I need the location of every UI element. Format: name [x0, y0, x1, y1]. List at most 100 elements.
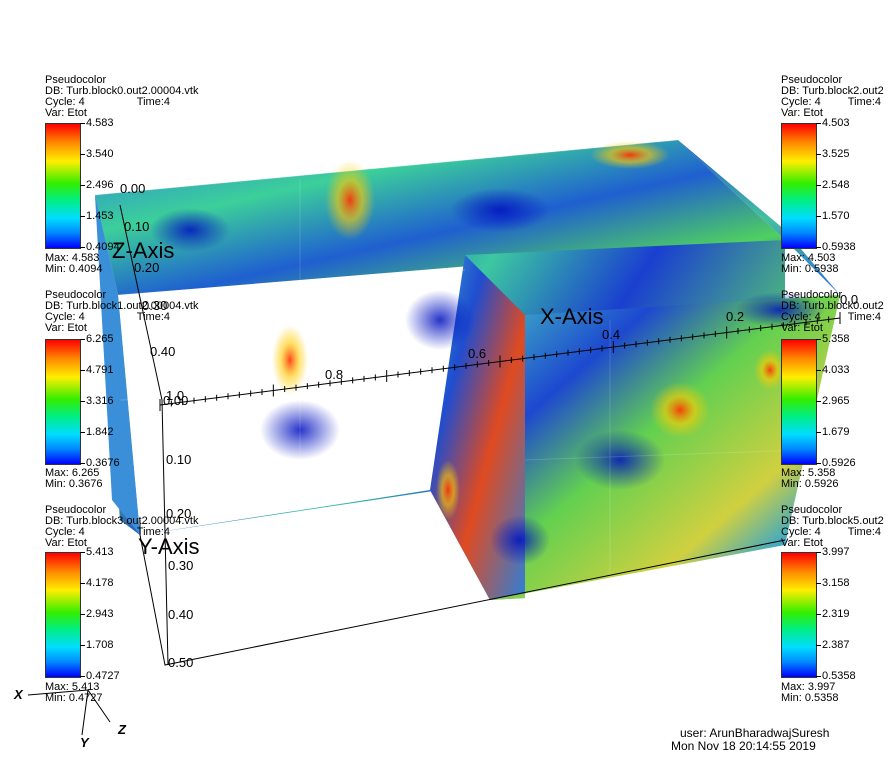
legend-var: Var: Etot: [45, 322, 87, 334]
colorbar-tick: 5.413: [80, 546, 114, 558]
legend-plot-type: Pseudocolor: [781, 74, 843, 86]
colorbar-tick: 5.358: [816, 333, 850, 345]
colorbar-tick: 1.453: [80, 210, 114, 222]
x-axis-title: X-Axis: [540, 304, 604, 329]
legend-block0b: Pseudocolor DB: Turb.block0.out2 Cycle: …: [781, 290, 889, 334]
legend-cycle: Cycle: 4: [45, 96, 85, 108]
legend-plot-type: Pseudocolor: [45, 289, 107, 301]
colorbar-tick: 4.178: [80, 577, 114, 589]
legend-max: Max: 5.413: [45, 681, 100, 693]
legend-block2: Pseudocolor DB: Turb.block2.out2 Cycle: …: [781, 75, 889, 119]
legend-cycle: Cycle: 4: [45, 311, 85, 323]
z-axis-line: [119, 204, 163, 401]
legend-plot-type: Pseudocolor: [781, 504, 843, 516]
colorbar-tick: 4.503: [816, 117, 850, 129]
colorbar-tick: 3.158: [816, 577, 850, 589]
colorbar-block3: [45, 552, 81, 678]
legend-min: Min: 0.4727: [45, 692, 103, 704]
colorbar-tick: 3.316: [80, 395, 114, 407]
legend-db: DB: Turb.block0.out2: [781, 300, 884, 312]
legend-block0: Pseudocolor DB: Turb.block0.out2.00004.v…: [45, 75, 215, 119]
legend-cycle: Cycle: 4: [781, 526, 821, 538]
colorbar-tick: 2.548: [816, 179, 850, 191]
volume-left-face: [95, 195, 140, 535]
x-tick: 0.2: [726, 309, 745, 324]
legend-time: Time:4: [136, 311, 170, 323]
colorbar-tick: 2.965: [816, 395, 850, 407]
legend-db: DB: Turb.block5.out2: [781, 515, 884, 527]
legend-block1: Pseudocolor DB: Turb.block1.out2.00004.v…: [45, 290, 215, 334]
triad-y-label: Y: [80, 735, 89, 750]
legend-db: DB: Turb.block1.out2.00004.vtk: [45, 300, 199, 312]
volume-top-face: [95, 140, 785, 295]
legend-min: Min: 0.5938: [781, 263, 839, 275]
y-axis-line: [161, 399, 169, 666]
legend-time: Time:4: [847, 96, 881, 108]
legend-var: Var: Etot: [781, 107, 823, 119]
colorbar-block0: [45, 123, 81, 249]
legend-db: DB: Turb.block0.out2.00004.vtk: [45, 85, 199, 97]
legend-max: Max: 5.358: [781, 467, 836, 479]
x-tick: 0.8: [325, 367, 344, 382]
z-tick: 0.30: [142, 298, 168, 313]
colorbar-tick: 3.997: [816, 546, 850, 558]
y-tick: 0.00: [163, 393, 189, 408]
colorbar-tick: 0.4094: [80, 241, 120, 253]
block-front-face: [490, 295, 840, 600]
legend-var: Var: Etot: [45, 107, 87, 119]
legend-plot-type: Pseudocolor: [781, 289, 843, 301]
legend-max: Max: 4.503: [781, 252, 836, 264]
triad-x-label: X: [14, 687, 23, 702]
datetime-label: Mon Nov 18 20:14:55 2019: [671, 739, 816, 753]
bounding-box: [139, 534, 786, 666]
user-label: user: ArunBharadwajSuresh: [680, 726, 830, 740]
colorbar-tick: 1.679: [816, 426, 850, 438]
colorbar-tick: 2.319: [816, 608, 850, 620]
y-tick: 0.50: [168, 655, 194, 670]
y-tick: 0.10: [166, 452, 192, 467]
legend-min: Min: 0.3676: [45, 478, 103, 490]
legend-cycle: Cycle: 4: [45, 526, 85, 538]
legend-cycle: Cycle: 4: [781, 311, 821, 323]
legend-max: Max: 6.265: [45, 467, 100, 479]
colorbar-tick: 0.5926: [816, 457, 856, 469]
legend-time: Time:4: [136, 96, 170, 108]
colorbar-tick: 0.3676: [80, 457, 120, 469]
orientation-triad: [27, 689, 111, 736]
legend-min: Min: 0.5926: [781, 478, 839, 490]
legend-cycle: Cycle: 4: [781, 96, 821, 108]
colorbar-tick: 2.943: [80, 608, 114, 620]
colorbar-tick: 4.791: [80, 364, 114, 376]
colorbar-tick: 1.708: [80, 639, 114, 651]
x-tick: 0.0: [840, 292, 859, 307]
legend-db: DB: Turb.block3.out2.00004.vtk: [45, 515, 199, 527]
colorbar-tick: 0.5938: [816, 241, 856, 253]
colorbar-tick: 6.265: [80, 333, 114, 345]
colorbar-tick: 1.570: [816, 210, 850, 222]
legend-var: Var: Etot: [781, 537, 823, 549]
colorbar-tick: 2.387: [816, 639, 850, 651]
legend-var: Var: Etot: [45, 537, 87, 549]
y-tick: 0.30: [168, 558, 194, 573]
legend-time: Time:4: [847, 526, 881, 538]
colorbar-tick: 4.583: [80, 117, 114, 129]
y-axis-title: Y-Axis: [138, 534, 200, 559]
y-tick: 0.20: [166, 506, 192, 521]
legend-min: Min: 0.5358: [781, 692, 839, 704]
colorbar-tick: 0.5358: [816, 670, 856, 682]
colorbar-block5: [781, 552, 817, 678]
legend-max: Max: 4.583: [45, 252, 100, 264]
legend-min: Min: 0.4094: [45, 263, 103, 275]
colorbar-block0b: [781, 339, 817, 465]
colorbar-tick: 3.525: [816, 148, 850, 160]
legend-var: Var: Etot: [781, 322, 823, 334]
z-tick: 0.20: [134, 260, 160, 275]
x-tick: 1.0: [166, 388, 185, 403]
legend-time: Time:4: [136, 526, 170, 538]
x-tick: 0.6: [468, 346, 487, 361]
z-tick: 0.00: [120, 181, 146, 196]
triad-z-label: Z: [118, 722, 126, 737]
x-tick: 0.4: [602, 327, 621, 342]
legend-max: Max: 3.997: [781, 681, 836, 693]
